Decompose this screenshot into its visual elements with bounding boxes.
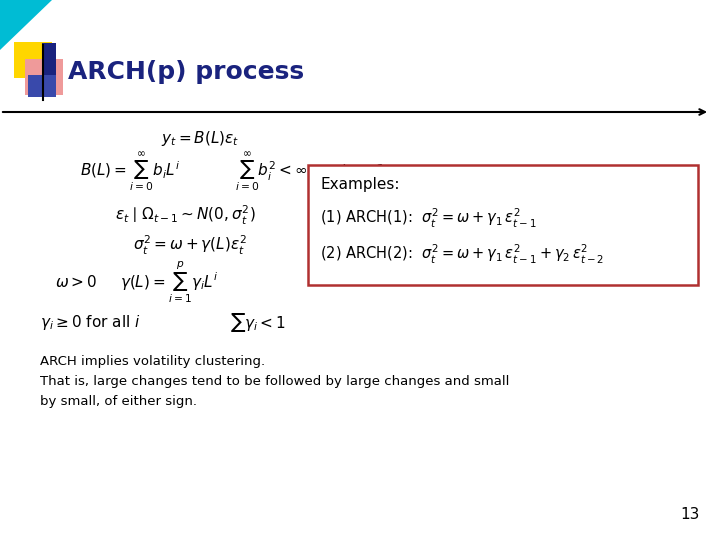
Bar bbox=[28, 75, 56, 97]
Text: $b_0 = 1$: $b_0 = 1$ bbox=[340, 163, 386, 181]
Text: $\omega > 0$: $\omega > 0$ bbox=[55, 274, 97, 290]
Bar bbox=[42, 43, 56, 85]
Text: (1) ARCH(1):  $\sigma_t^2 = \omega + \gamma_1\,\varepsilon_{t-1}^2$: (1) ARCH(1): $\sigma_t^2 = \omega + \gam… bbox=[320, 207, 537, 230]
Text: $\gamma(L) = \sum_{i=1}^{p} \gamma_i L^i$: $\gamma(L) = \sum_{i=1}^{p} \gamma_i L^i… bbox=[120, 259, 218, 305]
Text: $\sigma_t^2 = \omega + \gamma(L)\varepsilon_t^2$: $\sigma_t^2 = \omega + \gamma(L)\varepsi… bbox=[133, 233, 247, 256]
Text: $y_t = B(L)\varepsilon_t$: $y_t = B(L)\varepsilon_t$ bbox=[161, 129, 239, 147]
Text: Examples:: Examples: bbox=[320, 177, 400, 192]
Bar bbox=[14, 42, 52, 78]
Bar bbox=[25, 59, 63, 95]
Text: 13: 13 bbox=[680, 507, 700, 522]
Polygon shape bbox=[0, 0, 52, 50]
Text: $\sum_{i=0}^{\infty} b_i^2 < \infty$: $\sum_{i=0}^{\infty} b_i^2 < \infty$ bbox=[235, 150, 307, 194]
Bar bbox=[308, 165, 698, 285]
Text: $\gamma_i \geq 0\ \mathrm{for\ all}\ i$: $\gamma_i \geq 0\ \mathrm{for\ all}\ i$ bbox=[40, 313, 140, 332]
Text: $\varepsilon_t \mid \Omega_{t-1} \sim N(0, \sigma_t^2)$: $\varepsilon_t \mid \Omega_{t-1} \sim N(… bbox=[114, 204, 256, 227]
Text: (2) ARCH(2):  $\sigma_t^2 = \omega + \gamma_1\,\varepsilon_{t-1}^2 + \gamma_2\,\: (2) ARCH(2): $\sigma_t^2 = \omega + \gam… bbox=[320, 243, 604, 266]
Text: $B(L) = \sum_{i=0}^{\infty} b_i L^i$: $B(L) = \sum_{i=0}^{\infty} b_i L^i$ bbox=[80, 150, 180, 194]
Text: That is, large changes tend to be followed by large changes and small: That is, large changes tend to be follow… bbox=[40, 375, 509, 388]
Text: by small, of either sign.: by small, of either sign. bbox=[40, 395, 197, 408]
Text: $\sum \gamma_i < 1$: $\sum \gamma_i < 1$ bbox=[230, 310, 286, 334]
Text: ARCH implies volatility clustering.: ARCH implies volatility clustering. bbox=[40, 355, 265, 368]
Text: ARCH(p) process: ARCH(p) process bbox=[68, 60, 304, 84]
